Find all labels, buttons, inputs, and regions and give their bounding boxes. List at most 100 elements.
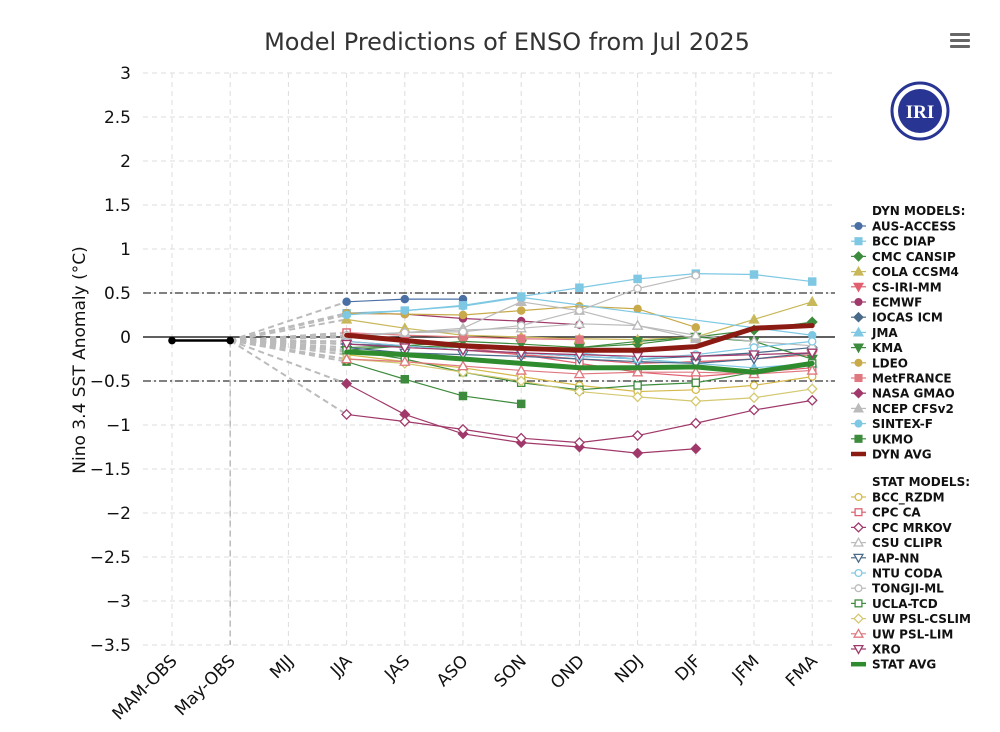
- legend-symbol: [853, 613, 864, 624]
- x-tick-label: ASO: [433, 651, 472, 690]
- legend-item-cola-ccsm4: COLA CCSM4: [851, 265, 959, 279]
- forecast-guide-lines: [229, 300, 348, 645]
- x-tick-label: OND: [547, 651, 589, 693]
- legend-label: NTU CODA: [872, 567, 943, 581]
- x-tick-label: MAM-OBS: [109, 651, 182, 724]
- data-point: [515, 375, 527, 387]
- legend-symbol: [852, 343, 865, 354]
- legend-label: UCLA-TCD: [872, 597, 938, 611]
- data-point: [806, 295, 818, 307]
- legend-symbol: [854, 221, 863, 231]
- legend-label: IOCAS ICM: [872, 311, 943, 325]
- data-point: [749, 381, 759, 390]
- legend-item-ntu-coda: NTU CODA: [851, 567, 943, 581]
- legend-item-ukmo: UKMO: [851, 432, 913, 446]
- legend-symbol: [852, 265, 865, 276]
- data-point: [516, 306, 526, 315]
- data-point: [631, 319, 644, 330]
- data-point: [807, 277, 817, 286]
- x-tick-label: JAS: [380, 651, 414, 685]
- x-tick-label: MJJ: [266, 651, 298, 683]
- data-point: [749, 270, 759, 279]
- data-point: [691, 271, 701, 280]
- series-line: [344, 349, 815, 375]
- legend-item-aus-access: AUS-ACCESS: [851, 220, 956, 234]
- legend-symbol: [854, 508, 863, 517]
- legend-item-dyn-avg: DYN AVG: [851, 448, 932, 462]
- legend-label: TONGJI-ML: [872, 582, 944, 596]
- y-tick-label: 0: [120, 328, 131, 348]
- series-sintex-f: [342, 293, 817, 340]
- y-tick-label: −1: [106, 416, 131, 436]
- data-point: [633, 274, 642, 284]
- data-point: [458, 327, 468, 336]
- data-point: [575, 335, 584, 344]
- data-point: [807, 337, 817, 346]
- legend-symbol: [853, 311, 864, 323]
- data-point: [690, 352, 702, 363]
- data-point: [748, 313, 760, 324]
- y-tick-label: −3: [106, 592, 131, 612]
- legend-item-cs-iri-mm: CS-IRI-MM: [851, 280, 942, 294]
- legend-item-nasa-gmao: NASA GMAO: [851, 387, 955, 401]
- data-point: [575, 283, 584, 292]
- legend-symbol: [854, 434, 863, 443]
- data-point: [573, 368, 586, 379]
- hamburger-menu-icon[interactable]: [946, 30, 974, 54]
- iri-logo: IRI: [890, 81, 950, 141]
- series-uw-psl-lim: [340, 353, 818, 379]
- y-tick-label: 1.5: [104, 196, 131, 216]
- data-point: [458, 391, 468, 401]
- legend-label: SINTEX-F: [872, 417, 933, 431]
- x-tick-label: May-OBS: [171, 651, 240, 720]
- data-point: [633, 284, 642, 293]
- series-cpc-mrkov: [341, 394, 818, 449]
- legend-symbol: [854, 373, 863, 383]
- data-point: [573, 437, 585, 449]
- data-point: [632, 430, 644, 442]
- x-tick-label: DJF: [671, 651, 705, 685]
- legend-symbol: [854, 237, 863, 246]
- data-point: [516, 321, 526, 330]
- legend-symbol: [852, 326, 865, 337]
- data-point: [690, 329, 702, 340]
- data-point: [515, 364, 527, 375]
- data-point: [806, 394, 818, 406]
- legend-item-stat-avg: STAT AVG: [851, 658, 936, 672]
- data-point: [690, 443, 702, 455]
- data-point: [458, 301, 468, 311]
- x-tick-label: JFM: [728, 651, 764, 687]
- x-tick-label: SON: [491, 651, 531, 691]
- legend-symbol: [853, 522, 864, 533]
- data-point: [516, 399, 526, 409]
- series-line: [346, 361, 522, 405]
- data-point: [748, 392, 760, 404]
- legend-item-ncep-cfsv2: NCEP CFSv2: [851, 402, 954, 416]
- series-group: [168, 269, 818, 459]
- legend-item-ucla-tcd: UCLA-TCD: [851, 597, 938, 611]
- legend-label: UKMO: [872, 432, 913, 446]
- data-point: [516, 334, 526, 344]
- data-point: [457, 423, 469, 435]
- data-point: [806, 383, 818, 395]
- legend-symbol: [852, 402, 865, 413]
- legend-label: AUS-ACCESS: [872, 220, 956, 234]
- legend-symbol: [854, 568, 863, 578]
- legend-item-bcc-diap: BCC DIAP: [851, 235, 936, 249]
- data-point: [806, 364, 818, 375]
- legend-label: BCC_RZDM: [872, 491, 945, 506]
- series-xro: [340, 339, 818, 363]
- series-line: [344, 323, 815, 353]
- legend-item-kma: KMA: [851, 341, 903, 355]
- data-point: [341, 408, 353, 420]
- data-point: [399, 415, 411, 427]
- guide-line: [229, 339, 348, 416]
- menu-bar: [950, 39, 970, 42]
- data-point: [340, 353, 353, 364]
- legend-item-iocas-icm: IOCAS ICM: [851, 311, 943, 325]
- data-point: [400, 374, 410, 384]
- data-point: [631, 337, 644, 348]
- legend-item-sintex-f: SINTEX-F: [851, 417, 933, 431]
